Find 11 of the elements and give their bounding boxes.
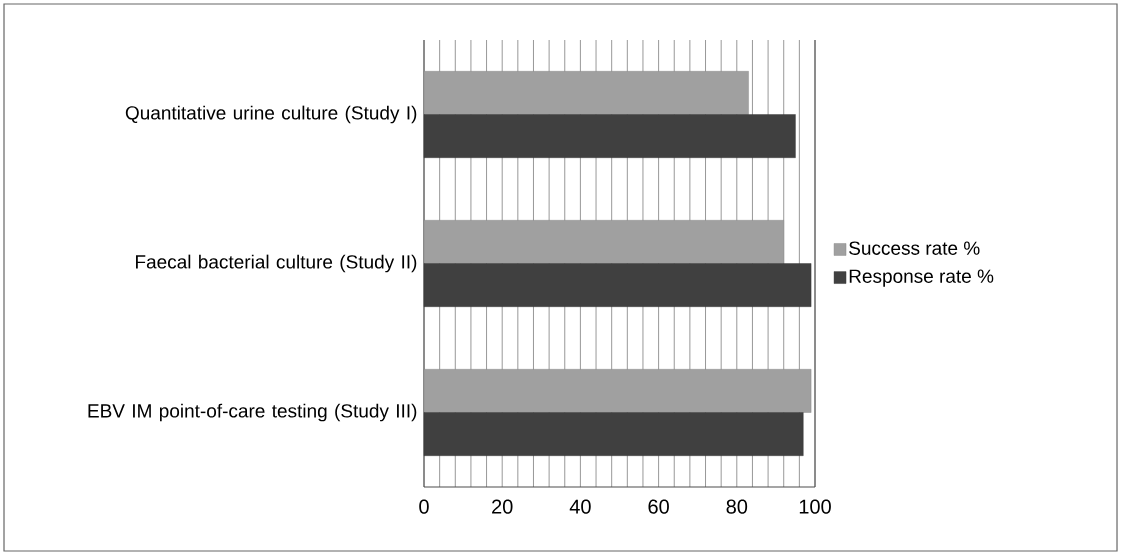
x-tick-label: 20: [492, 499, 513, 514]
y-tick-label: Quantitative urine culture (Study I): [125, 105, 417, 124]
x-tick-label: 0: [419, 499, 429, 514]
y-tick-label: Faecal bacterial culture (Study II): [136, 254, 417, 273]
y-tick-label: EBV IM point-of-care testing (Study III): [88, 403, 417, 422]
legend-label: Response rate %: [849, 269, 994, 287]
x-tick-label: 40: [569, 499, 591, 514]
x-tick-label: 100: [799, 499, 831, 514]
legend-label: Success rate %: [849, 241, 980, 255]
x-tick-label: 80: [726, 499, 748, 514]
x-tick-label: 60: [648, 499, 669, 514]
